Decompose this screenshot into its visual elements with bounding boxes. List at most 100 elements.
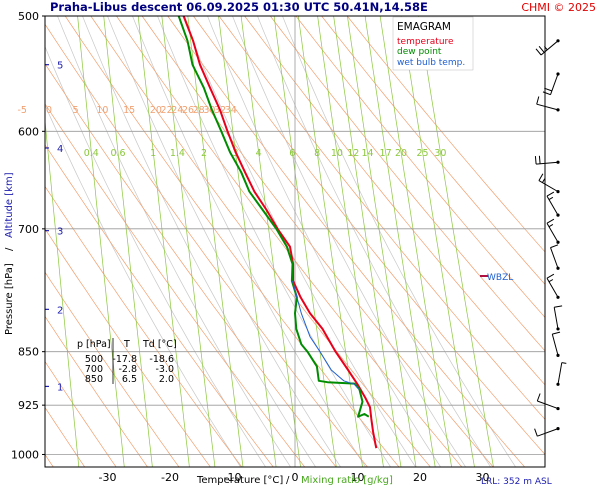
- y-tick-label: 500: [18, 10, 39, 23]
- wind-barb-flag: [546, 191, 555, 197]
- table-cell-t: -17.8: [112, 354, 137, 365]
- wind-barb-flag: [550, 244, 559, 249]
- dry-adiabat: [45, 144, 274, 467]
- wind-barb-flag: [534, 428, 538, 437]
- wind-barb-staff: [546, 195, 559, 216]
- wind-barb: [546, 191, 560, 217]
- mixing-ratio-line: [364, 16, 436, 467]
- mixing-ratio-line: [103, 16, 153, 467]
- dry-adiabat: [64, 16, 400, 467]
- table-cell-t: -2.8: [118, 364, 137, 375]
- dry-adiabat: [45, 185, 243, 467]
- x-tick-label: 10: [351, 471, 365, 484]
- wind-barb-staff: [537, 428, 559, 437]
- dry-adiabat-label: 28: [193, 105, 205, 116]
- dry-adiabat-label: 5: [73, 105, 79, 116]
- dry-adiabat-label: -5: [17, 105, 26, 116]
- dry-adiabat: [321, 16, 545, 285]
- wind-barb-staff: [537, 400, 559, 410]
- wind-barb-flag: [541, 178, 546, 183]
- table-header-t: T: [123, 339, 130, 350]
- dry-adiabat: [193, 16, 545, 456]
- wind-barb-staff: [546, 277, 559, 298]
- wind-barb-staff: [546, 222, 559, 243]
- dry-adiabat: [295, 16, 545, 318]
- dry-adiabat: [90, 16, 431, 467]
- wind-barb-dot: [556, 108, 560, 112]
- legend-temperature: temperature: [397, 37, 454, 47]
- y-tick-label: 1000: [11, 448, 39, 461]
- wind-barb-staff: [550, 73, 559, 95]
- wind-barbs: [534, 39, 567, 437]
- dry-adiabat: [45, 23, 368, 467]
- dry-adiabat: [167, 16, 525, 467]
- table-header-p: p [hPa]: [77, 339, 111, 350]
- table-cell-t: 6.5: [122, 374, 137, 385]
- wind-barb-staff: [551, 333, 559, 356]
- wind-barb-dot: [556, 72, 560, 76]
- dry-adiabat: [45, 63, 337, 467]
- wind-barb-dot: [556, 160, 560, 164]
- wind-barb-dot: [556, 353, 560, 357]
- wind-barb-flag: [561, 362, 567, 364]
- dry-adiabat: [270, 16, 545, 352]
- dry-adiabat: [45, 271, 180, 467]
- lrl-note: LRL: 352 m ASL: [481, 477, 552, 487]
- chart-grid-labels: 0.4 0.6 1 1.4 2 3 4 6 8 10 12 14 17 20 25 30-5 0 5 10 15 202…: [11, 10, 490, 484]
- series-wet-bulb-temp: [292, 280, 360, 390]
- moist-adiabat: [157, 16, 391, 467]
- x-tick-label: 0: [292, 471, 299, 484]
- y-axis-label-separator: /: [4, 247, 15, 251]
- wind-barb: [535, 39, 560, 56]
- wind-barb-dot: [556, 39, 560, 43]
- mixing-ratio-label: 2: [201, 148, 207, 159]
- mixing-ratio-line: [187, 16, 244, 467]
- mixing-ratio-line: [218, 16, 277, 467]
- wind-barb-staff: [536, 161, 559, 165]
- moist-adiabat: [257, 16, 491, 467]
- wind-barb-flag: [542, 91, 551, 96]
- x-tick-label: 20: [413, 471, 427, 484]
- moist-adiabat: [107, 16, 341, 467]
- y-axis-label-pressure: Pressure [hPa]: [4, 263, 15, 335]
- table-cell-td: 2.0: [159, 374, 174, 385]
- mixing-ratio-label: 1.4: [170, 148, 185, 159]
- wind-barb: [538, 173, 560, 194]
- legend-wet-bulb: wet bulb temp.: [397, 58, 465, 68]
- mixing-ratio-line: [333, 16, 402, 467]
- wind-barb-flag: [546, 218, 555, 224]
- altitude-label: 3: [57, 227, 63, 238]
- wind-barb: [534, 427, 560, 437]
- y-tick-label: 850: [18, 346, 39, 359]
- moist-adiabat: [132, 16, 366, 467]
- mixing-ratio-label: 25: [416, 148, 428, 159]
- y-axis-label-altitude: Altitude [km]: [4, 172, 15, 238]
- mixing-ratio-label: 14: [361, 148, 373, 159]
- mixing-ratio-label: 1: [150, 148, 156, 159]
- station-label: WBZL: [487, 273, 513, 283]
- wind-barb: [556, 362, 567, 386]
- wind-barb-flag: [535, 48, 542, 56]
- wind-barb-staff: [550, 247, 559, 269]
- table-cell-p: 850: [85, 374, 103, 385]
- legend-dew-point: dew point: [397, 47, 442, 57]
- y-tick-label: 700: [18, 223, 39, 236]
- mixing-ratio-label: 0.6: [110, 148, 125, 159]
- y-tick-label: 600: [18, 125, 39, 138]
- wind-barb-flag: [552, 331, 561, 335]
- mixing-ratio-label: 6: [289, 148, 295, 159]
- x-tick-label: -10: [224, 471, 242, 484]
- mixing-ratio-label: 17: [380, 148, 392, 159]
- wind-barb-flag: [544, 87, 552, 92]
- moist-adiabat: [182, 16, 416, 467]
- dry-adiabat-label: 26: [182, 105, 194, 116]
- mixing-ratio-line: [418, 16, 494, 467]
- dry-adiabat-label: 15: [123, 105, 135, 116]
- table-cell-p: 700: [85, 364, 103, 375]
- mixing-ratio-line: [379, 16, 452, 467]
- y-tick-label: 925: [18, 399, 39, 412]
- dry-adiabat: [45, 228, 211, 467]
- wind-barb-staff: [536, 103, 559, 111]
- wind-barb-dot: [556, 295, 560, 299]
